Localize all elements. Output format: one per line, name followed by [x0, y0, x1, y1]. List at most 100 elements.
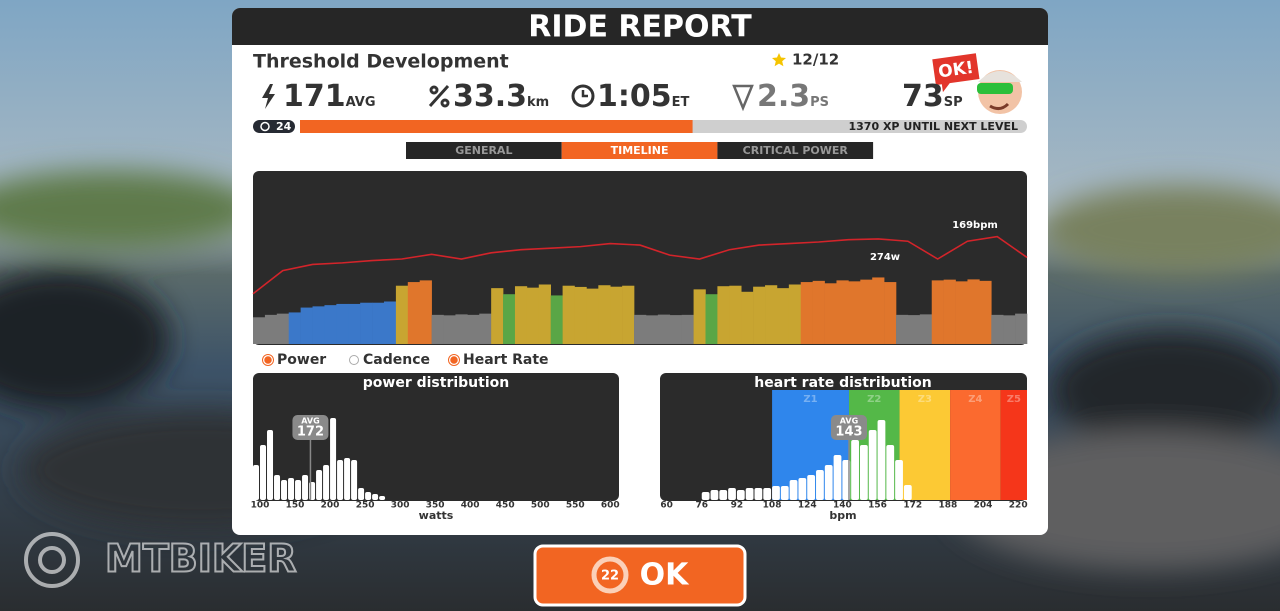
- power-bar: [574, 286, 587, 344]
- zone-label: Z5: [1007, 394, 1021, 405]
- legend-label[interactable]: Power: [277, 352, 326, 368]
- histogram-bar: [816, 470, 824, 500]
- badge-text: OK!: [937, 58, 975, 83]
- x-tick-label: 92: [731, 501, 744, 511]
- power-bar: [693, 289, 706, 344]
- power-bar: [729, 285, 742, 344]
- power-bar: [610, 286, 623, 344]
- pizza-icon: [732, 84, 754, 112]
- histogram-bar: [728, 488, 736, 500]
- power-bar: [634, 314, 647, 344]
- power-bar: [1003, 315, 1016, 344]
- power-bar: [919, 314, 933, 344]
- x-tick-label: 600: [601, 501, 620, 511]
- power-bar: [896, 314, 909, 344]
- tab-label[interactable]: CRITICAL POWER: [743, 144, 849, 157]
- legend-marker: [448, 354, 460, 366]
- x-tick-label: 60: [660, 501, 673, 511]
- zone-label: Z2: [867, 394, 881, 405]
- legend-label[interactable]: Heart Rate: [463, 352, 549, 368]
- histogram-bar: [851, 440, 859, 500]
- power-bar: [681, 314, 694, 344]
- histogram-bar: [358, 488, 365, 500]
- workout-name: Threshold Development: [253, 51, 509, 73]
- countdown: 22: [601, 569, 619, 584]
- tab-label[interactable]: TIMELINE: [611, 144, 669, 157]
- histogram-bar: [344, 458, 351, 500]
- power-bar: [300, 307, 313, 344]
- ok-badge: OK!: [932, 53, 980, 93]
- avg-label: AVG: [301, 417, 319, 426]
- level-number: 24: [276, 120, 292, 133]
- histogram-bar: [379, 496, 386, 500]
- time-icon: [571, 84, 595, 108]
- avg-box: [292, 415, 329, 440]
- power-bar: [943, 279, 956, 344]
- power-bar: [872, 277, 885, 344]
- histogram-bar: [260, 445, 267, 500]
- stat: 73SP: [902, 79, 963, 114]
- hr-distribution-title: heart rate distribution: [754, 375, 931, 391]
- tab[interactable]: [717, 142, 874, 159]
- legend-marker: [349, 355, 359, 365]
- histogram-bar: [736, 490, 745, 500]
- tab[interactable]: [561, 142, 718, 159]
- hr-zone: [1000, 390, 1027, 500]
- xp-progress: [300, 120, 693, 133]
- power-bar: [383, 301, 397, 344]
- timeline-chart: [252, 235, 1028, 344]
- power-bar: [788, 284, 802, 344]
- countdown-ring: [591, 556, 629, 594]
- ok-button[interactable]: [533, 544, 747, 607]
- stat-unit: km: [527, 95, 549, 110]
- legend-marker-ring: [448, 354, 460, 366]
- power-bar: [931, 280, 944, 344]
- distance-icon: [428, 84, 450, 108]
- histogram-bar: [288, 478, 295, 500]
- power-bar: [979, 280, 992, 344]
- power-bar: [1015, 313, 1028, 344]
- histogram-bar: [302, 475, 309, 500]
- x-tick-label: 188: [938, 501, 957, 511]
- avg-label: AVG: [840, 417, 858, 426]
- max-hr-label: 169bpm: [952, 220, 998, 231]
- heart-rate-line: [252, 235, 1028, 295]
- avg-value: 143: [835, 425, 862, 440]
- histogram-bar: [710, 490, 719, 500]
- power-bar: [669, 315, 682, 344]
- tab-label[interactable]: GENERAL: [455, 144, 512, 157]
- x-tick-label: 500: [531, 501, 550, 511]
- power-bar: [848, 281, 861, 344]
- tab[interactable]: [406, 142, 562, 159]
- power-icon: [262, 84, 275, 109]
- power-bar: [776, 288, 790, 344]
- watermark-logo: [24, 532, 80, 588]
- power-bar: [372, 302, 385, 344]
- xp-text: 1370 XP UNTIL NEXT LEVEL: [849, 120, 1019, 133]
- power-bar: [419, 280, 432, 344]
- histogram-bar: [824, 465, 833, 500]
- x-tick-label: 124: [798, 501, 817, 511]
- watermark: MTBIKER: [105, 537, 297, 581]
- stat-unit: AVG: [346, 95, 376, 110]
- power-bar: [812, 280, 825, 344]
- power-bar: [645, 315, 659, 344]
- zone-label: Z4: [968, 394, 982, 405]
- power-bar: [348, 303, 361, 344]
- power-bar: [824, 283, 837, 344]
- max-power-label: 274w: [870, 252, 900, 263]
- hr-zone: [899, 390, 951, 500]
- histogram-bar: [719, 490, 728, 500]
- power-bar: [550, 295, 563, 344]
- avg-value: 172: [297, 425, 324, 440]
- power-bar: [705, 294, 718, 344]
- histogram-bar: [789, 480, 798, 500]
- x-tick-label: 100: [251, 501, 270, 511]
- histogram-bar: [281, 480, 288, 500]
- power-bar: [503, 294, 516, 344]
- power-bar: [800, 282, 813, 344]
- legend-label[interactable]: Cadence: [363, 352, 430, 368]
- power-bar: [276, 313, 290, 344]
- histogram-bar: [903, 485, 912, 500]
- ok-label[interactable]: OK: [640, 558, 691, 593]
